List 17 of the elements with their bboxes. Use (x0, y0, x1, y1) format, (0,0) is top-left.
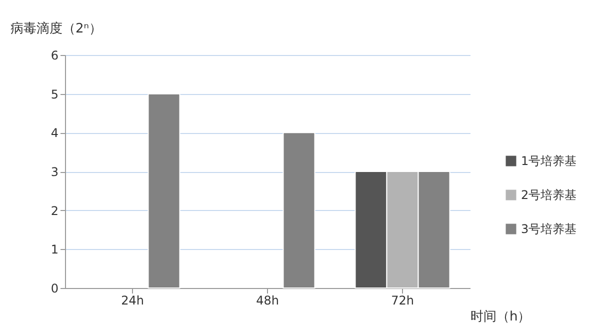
x-axis-title: 时间（h） (470, 310, 531, 324)
legend-label: 2号培养基 (521, 188, 577, 202)
y-tick-label: 6 (50, 48, 58, 62)
y-axis-title: 病毒滴度（2ⁿ） (10, 20, 102, 36)
x-tick-label: 24h (121, 294, 144, 308)
x-tick-label: 48h (256, 294, 279, 308)
y-tick-label: 1 (50, 242, 58, 257)
legend-label: 3号培养基 (521, 222, 577, 236)
x-tick-label: 72h (391, 294, 414, 308)
y-tick-label: 4 (50, 126, 58, 140)
legend-label: 1号培养基 (521, 154, 577, 168)
y-tick-label: 2 (50, 204, 58, 218)
y-tick-label: 5 (50, 87, 58, 102)
y-tick-label: 0 (50, 282, 58, 296)
y-tick-label: 3 (50, 165, 58, 179)
bar (282, 132, 316, 288)
bar (148, 93, 180, 288)
